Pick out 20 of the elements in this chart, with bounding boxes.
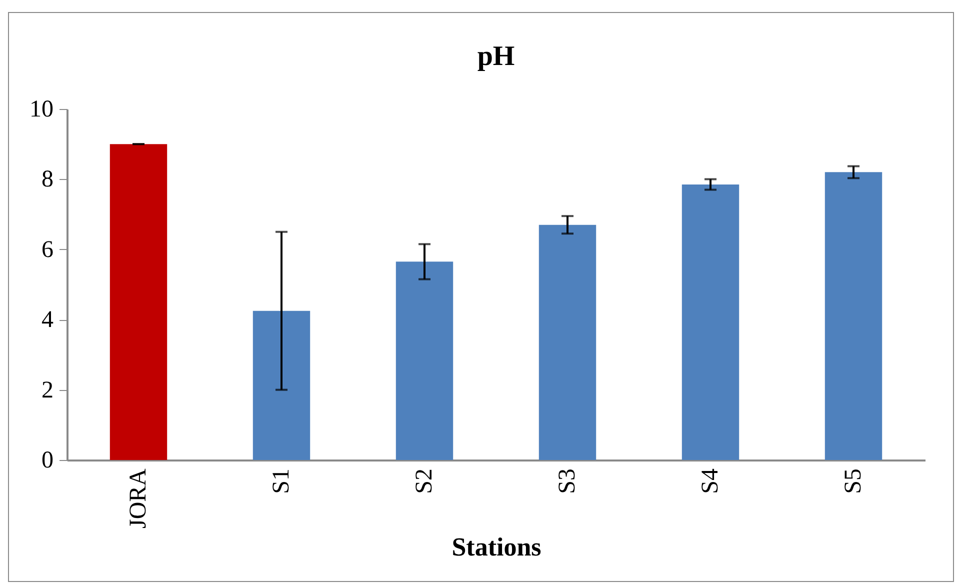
x-tick-label: JORA bbox=[126, 468, 152, 529]
y-tick-label: 0 bbox=[42, 448, 54, 474]
bar bbox=[110, 144, 168, 460]
chart-title: pH bbox=[477, 41, 515, 72]
x-tick-label: S3 bbox=[554, 468, 580, 494]
y-tick-label: 8 bbox=[42, 166, 54, 193]
x-tick-label: S2 bbox=[412, 468, 438, 494]
bar bbox=[682, 184, 740, 460]
x-axis-title: Stations bbox=[452, 532, 542, 562]
y-tick-label: 6 bbox=[42, 236, 54, 263]
y-tick-label: 10 bbox=[30, 96, 54, 122]
x-tick-label: S5 bbox=[840, 468, 866, 494]
x-tick-label: S4 bbox=[698, 468, 724, 494]
bar bbox=[252, 310, 310, 460]
bar bbox=[824, 172, 882, 460]
bar bbox=[396, 262, 454, 460]
y-tick-label: 2 bbox=[42, 377, 54, 404]
bar bbox=[538, 224, 596, 460]
x-tick-label: S1 bbox=[268, 468, 294, 494]
y-tick-label: 4 bbox=[42, 307, 54, 334]
